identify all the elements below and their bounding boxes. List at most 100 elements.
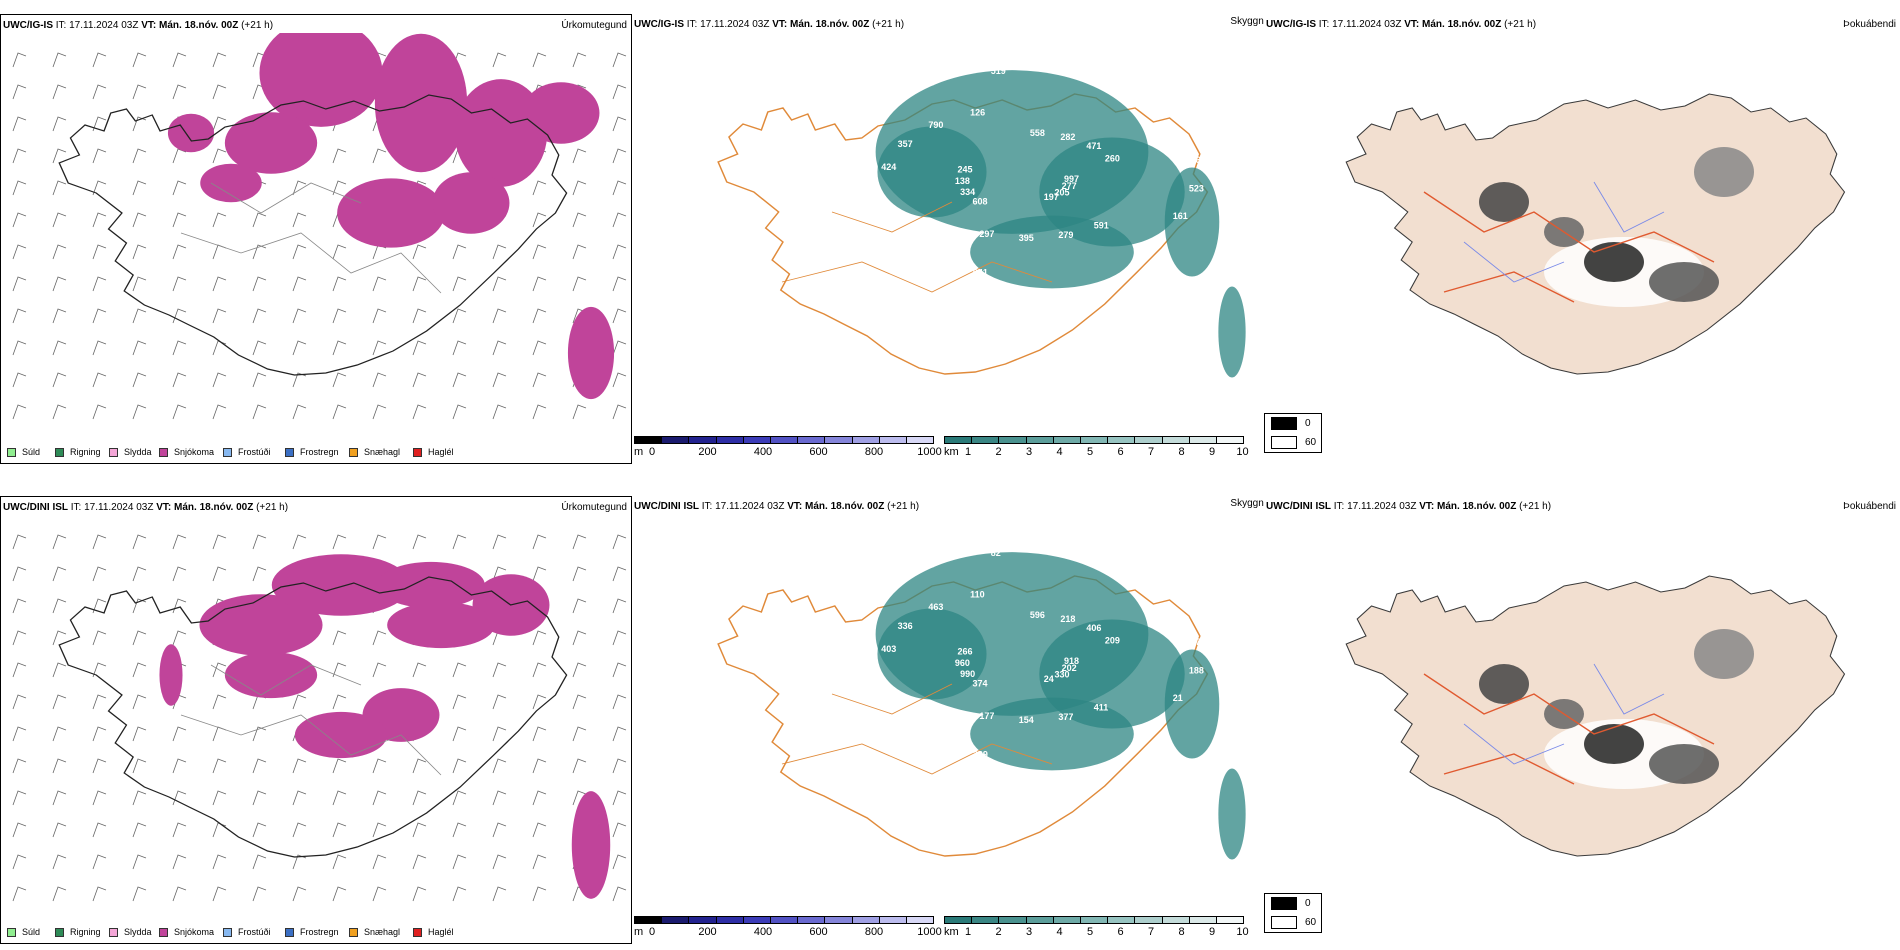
colorbar-tick: 0: [648, 446, 656, 458]
panel-title: UWC/DINI ISL IT: 17.11.2024 03Z VT: Mán.…: [634, 501, 920, 512]
cloud-value-label: 591: [1094, 221, 1109, 231]
colorbar-tick: 600: [809, 926, 828, 938]
colorbar-tick: 1000: [917, 926, 942, 938]
cloud-value-label: 608: [973, 197, 988, 207]
cloud-value-label: 126: [913, 736, 928, 746]
cloud-value-label: 250: [920, 559, 935, 569]
legend-label: Súld: [22, 447, 41, 457]
colorbar-tick: 4: [1056, 926, 1063, 938]
cloud-value-label: 21: [1173, 693, 1183, 703]
cloud-value-label: 918: [1064, 656, 1079, 666]
colorbar-tick: 6: [1117, 926, 1124, 938]
cloud-value-label: 177: [979, 711, 994, 721]
fog-index-map: [1345, 575, 1846, 857]
cloud-value-label: 364: [1065, 67, 1080, 77]
cloud-value-label: 411: [1094, 703, 1109, 713]
field-name: Þokuábendi: [1843, 19, 1896, 30]
colorbar-unit: m: [634, 926, 644, 938]
fog-panel-top: UWC/IG-IS IT: 17.11.2024 03Z VT: Mán. 18…: [1264, 14, 1900, 464]
panel-title: UWC/IG-IS IT: 17.11.2024 03Z VT: Mán. 18…: [1266, 19, 1537, 30]
cloud-value-label: 138: [955, 176, 970, 186]
legend-item: Haglél: [413, 447, 454, 457]
cloud-value-label: 297: [979, 229, 994, 239]
cloud-base-map: 997 608 558 591 424 697 941 960 277 334 282 279 357 1…: [717, 66, 1246, 378]
field-name: Úrkomutegund: [561, 502, 627, 513]
colorbar-tick: 200: [698, 446, 717, 458]
precipitation-type-map: [12, 534, 627, 902]
cloud-value-label: 523: [1189, 184, 1204, 194]
legend-swatch: [223, 447, 232, 457]
cloud-value-label: 211: [866, 231, 881, 241]
colorbar-tick: 5: [1086, 926, 1094, 938]
colorbar-tick: 600: [809, 446, 828, 458]
legend-swatch: [7, 447, 16, 457]
colorbar-tick: 9: [1208, 446, 1216, 458]
legend-swatch: [159, 447, 168, 457]
cloud-value-label: 277: [1062, 181, 1077, 191]
legend-item: Slydda: [109, 927, 152, 937]
legend-item: Frostúði: [223, 447, 271, 457]
colorbar-tick: 5: [1086, 446, 1094, 458]
colorbar-cloud-height-m: m 0 200 400 600 800 1000: [634, 916, 944, 942]
legend-label: Snæhagl: [364, 447, 401, 457]
fog-scale-legend: 0 60: [1264, 413, 1322, 453]
legend-label: Snjókoma: [174, 927, 215, 937]
legend-label: Frostregn: [300, 447, 339, 457]
colorbar-tick: 400: [753, 926, 773, 938]
legend-item: Frostregn: [285, 447, 339, 457]
cloud-value-label: 463: [928, 602, 943, 612]
panel-title: UWC/DINI ISL IT: 17.11.2024 03Z VT: Mán.…: [3, 502, 289, 513]
cloud-value-label: 236: [1163, 611, 1178, 621]
colorbar-cloud-height-m: m 0 200 400 600 800 1000: [634, 436, 944, 462]
legend-item: Súld: [7, 447, 40, 457]
legend-label: Snæhagl: [364, 927, 401, 937]
legend-label: Súld: [22, 927, 41, 937]
panel-title: UWC/IG-IS IT: 17.11.2024 03Z VT: Mán. 18…: [3, 20, 274, 31]
cloud-value-label: 260: [1105, 154, 1120, 164]
cloud-value-label: 471: [1086, 141, 1101, 151]
precip-legend: Súld Rigning Slydda Snjókoma Frostúði Frostre…: [1, 921, 631, 943]
legend-item: Frostúði: [223, 927, 271, 937]
legend-item: Haglél: [413, 927, 454, 937]
cloud-value-label: 166: [1186, 155, 1201, 165]
cloud-value-label: 790: [928, 120, 943, 130]
cloud-value-label: 451: [913, 254, 928, 264]
legend-swatch: [349, 447, 358, 457]
cloud-value-label: 24: [1044, 674, 1054, 684]
colorbar-tick: 1: [964, 926, 972, 938]
legend-label: Haglél: [428, 927, 454, 937]
legend-label: Slydda: [124, 927, 152, 937]
cloud-value-label: 154: [1019, 715, 1034, 725]
colorbar-unit: km: [944, 446, 959, 458]
legend-label: Frostregn: [300, 927, 339, 937]
legend-swatch: [159, 927, 168, 937]
cloud-value-label: 202: [1062, 663, 1077, 673]
legend-item: Rigning: [55, 447, 101, 457]
colorbar-tick: 4: [1056, 446, 1063, 458]
colorbar-strip: [634, 916, 934, 924]
legend-swatch: [413, 927, 422, 937]
colorbar-visibility-km: km 1 2 3 4 5 6 7 8 9 10: [944, 916, 1254, 942]
cloud-value-label: 330: [1055, 669, 1070, 679]
cloud-value-label: 424: [881, 162, 896, 172]
legend-item: Rigning: [55, 927, 101, 937]
cloud-panel-top: UWC/IG-IS IT: 17.11.2024 03Z VT: Mán. 18…: [632, 14, 1266, 464]
cloud-value-label: 279: [1058, 230, 1073, 240]
precip-panel-top: UWC/IG-IS IT: 17.11.2024 03Z VT: Mán. 18…: [0, 14, 632, 464]
legend-swatch: [285, 447, 294, 457]
cloud-value-label: 161: [1173, 211, 1188, 221]
fog-panel-bottom: UWC/DINI ISL IT: 17.11.2024 03Z VT: Mán.…: [1264, 496, 1900, 946]
colorbar-unit: m: [634, 446, 644, 458]
cloud-value-label: 334: [960, 187, 975, 197]
cloud-base-map: 918 374 596 411 403 236 229 250 202 990 218 377 336 1…: [717, 548, 1246, 860]
legend-swatch: [55, 447, 64, 457]
precipitation-type-map: [12, 33, 627, 420]
fog-scale-legend: 0 60: [1264, 893, 1322, 933]
colorbar-strip: [944, 436, 1244, 444]
cloud-value-label: 558: [1030, 128, 1045, 138]
colorbar-tick: 0: [648, 926, 656, 938]
colorbar-tick: 1: [964, 446, 972, 458]
legend-item: Snæhagl: [349, 447, 400, 457]
fog-index-map: [1345, 93, 1846, 375]
legend-label: Frostúði: [238, 447, 271, 457]
